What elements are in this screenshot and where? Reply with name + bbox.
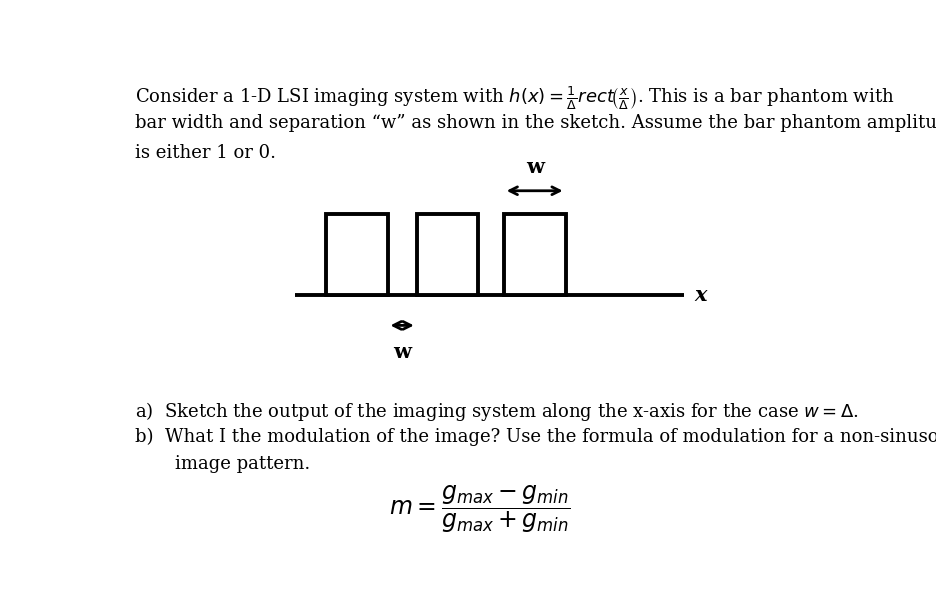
Text: Consider a 1-D LSI imaging system with $h(x) = \frac{1}{\Delta}rect\!\left(\frac: Consider a 1-D LSI imaging system with $… [135, 84, 894, 112]
Text: w: w [393, 342, 411, 362]
Bar [326, 214, 388, 295]
Text: is either 1 or 0.: is either 1 or 0. [135, 144, 276, 162]
Text: $m = \dfrac{g_{max} - g_{min}}{g_{max} + g_{min}}$: $m = \dfrac{g_{max} - g_{min}}{g_{max} +… [389, 483, 570, 535]
Text: w: w [525, 157, 543, 177]
Bar [417, 214, 478, 295]
Text: a)  Sketch the output of the imaging system along the x-axis for the case $w = \: a) Sketch the output of the imaging syst… [135, 400, 858, 423]
Text: b)  What I the modulation of the image? Use the formula of modulation for a non-: b) What I the modulation of the image? U… [135, 428, 936, 446]
Text: x: x [694, 285, 706, 305]
Text: bar width and separation “w” as shown in the sketch. Assume the bar phantom ampl: bar width and separation “w” as shown in… [135, 114, 936, 132]
Text: image pattern.: image pattern. [175, 455, 310, 473]
Bar [504, 214, 565, 295]
